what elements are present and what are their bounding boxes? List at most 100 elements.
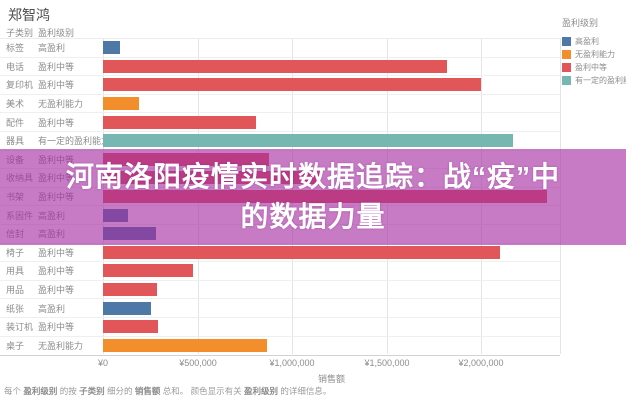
bar-track <box>103 59 560 73</box>
banner-title-line2: 的数据力量 <box>240 201 386 232</box>
legend: 盈利级别 高盈利无盈利能力盈利中等有一定的盈利能力 <box>562 16 626 87</box>
row-profit-level-label: 盈利中等 <box>38 322 75 333</box>
chart-row: 用具 盈利中等 <box>0 262 560 281</box>
chart-row: 复印机 盈利中等 <box>0 76 560 95</box>
sales-bar[interactable] <box>103 59 447 73</box>
bar-track <box>103 301 560 315</box>
chart-row: 器具 有一定的盈利能力 <box>0 132 560 151</box>
row-category-label: 桌子 <box>6 341 25 352</box>
legend-color-swatch <box>562 50 571 59</box>
chart-row: 桌子 无盈利能力 <box>0 337 560 356</box>
bar-track <box>103 134 560 148</box>
row-category-label: 美术 <box>6 99 25 110</box>
row-category-label: 器具 <box>6 136 25 147</box>
caption-field-name: 销售额 <box>134 386 161 396</box>
row-category-label: 电话 <box>6 61 25 72</box>
bar-track <box>103 41 560 55</box>
column-header-profit-level: 盈利级别 <box>38 28 75 38</box>
row-category-label: 配件 <box>6 117 25 128</box>
x-axis-tick-label: ¥2,000,000 <box>458 358 504 368</box>
page-title: 郑智鸿 <box>8 7 50 23</box>
x-axis-ticks: ¥0 ¥500,000 ¥1,000,000 ¥1,500,000 ¥2,000,000 <box>98 358 560 369</box>
caption-text: 的按 <box>57 386 80 396</box>
chart-row: 标签 高盈利 <box>0 39 560 58</box>
sales-bar[interactable] <box>103 264 193 278</box>
legend-item[interactable]: 盈利中等 <box>562 61 626 74</box>
chart-row: 配件 盈利中等 <box>0 113 560 132</box>
legend-color-swatch <box>562 63 571 72</box>
legend-item[interactable]: 高盈利 <box>562 35 626 48</box>
x-axis-title: 销售额 <box>317 374 345 384</box>
chart-row: 用品 盈利中等 <box>0 281 560 300</box>
row-profit-level-label: 盈利中等 <box>38 247 75 258</box>
x-axis-tick-label: ¥0 <box>97 358 109 368</box>
sales-bar[interactable] <box>103 97 139 111</box>
row-category-label: 装订机 <box>6 322 34 333</box>
chart-row: 装订机 盈利中等 <box>0 318 560 337</box>
legend-item-label: 无盈利能力 <box>575 50 615 59</box>
row-category-label: 标签 <box>6 43 25 54</box>
caption-field-name: 子类别 <box>79 386 105 396</box>
sales-bar[interactable] <box>103 301 151 315</box>
row-category-label: 纸张 <box>6 303 25 314</box>
bar-track <box>103 245 560 259</box>
row-profit-level-label: 盈利中等 <box>38 285 75 296</box>
legend-item-label: 有一定的盈利能力 <box>575 76 626 85</box>
caption-text: 的详细信息。 <box>278 386 332 396</box>
column-headers: 子类别 盈利级别 <box>0 26 560 38</box>
sales-bar[interactable] <box>103 41 120 55</box>
row-profit-level-label: 盈利中等 <box>38 266 75 277</box>
sales-bar[interactable] <box>103 339 267 353</box>
chart-row: 电话 盈利中等 <box>0 58 560 77</box>
row-profit-level-label: 盈利中等 <box>38 117 75 128</box>
x-axis-tick-label: ¥1,500,000 <box>364 358 410 368</box>
sales-bar[interactable] <box>103 134 513 148</box>
x-axis-tick-label: ¥1,000,000 <box>269 358 315 368</box>
row-profit-level-label: 高盈利 <box>38 43 66 54</box>
legend-color-swatch <box>562 76 571 85</box>
row-profit-level-label: 盈利中等 <box>38 80 75 91</box>
row-profit-level-label: 高盈利 <box>38 303 66 314</box>
legend-title: 盈利级别 <box>562 18 599 28</box>
bar-track <box>103 115 560 129</box>
chart-row: 美术 无盈利能力 <box>0 95 560 114</box>
row-profit-level-label: 有一定的盈利能力 <box>38 136 103 147</box>
bar-track <box>103 78 560 92</box>
row-profit-level-label: 盈利中等 <box>38 61 75 72</box>
banner-title-line1: 河南洛阳疫情实时数据追踪：战“疫”中 <box>65 161 560 192</box>
legend-item-label: 盈利中等 <box>575 63 607 72</box>
row-category-label: 用品 <box>6 285 25 296</box>
caption-field-name: 盈利级别 <box>243 386 278 396</box>
sales-bar[interactable] <box>103 115 256 129</box>
chart-caption: 每个 盈利级别 的按 子类别 细分的 销售额 总和。 颜色显示有关 盈利级别 的… <box>4 385 564 397</box>
bar-track <box>103 97 560 111</box>
bar-track <box>103 264 560 278</box>
row-category-label: 椅子 <box>6 247 25 258</box>
chart-row: 纸张 高盈利 <box>0 299 560 318</box>
column-header-sub-category: 子类别 <box>6 28 34 38</box>
legend-color-swatch <box>562 37 571 46</box>
row-category-label: 用具 <box>6 266 25 277</box>
headline-overlay-banner: 河南洛阳疫情实时数据追踪：战“疫”中 的数据力量 <box>0 149 626 245</box>
bar-track <box>103 320 560 334</box>
bar-track <box>103 283 560 297</box>
bar-track <box>103 339 560 353</box>
sales-bar[interactable] <box>103 283 157 297</box>
x-axis-tick-label: ¥500,000 <box>179 358 217 368</box>
sales-bar[interactable] <box>103 78 481 92</box>
row-category-label: 复印机 <box>6 80 34 91</box>
legend-items: 高盈利无盈利能力盈利中等有一定的盈利能力 <box>562 35 626 87</box>
caption-text: 总和。 颜色显示有关 <box>160 386 244 396</box>
legend-item[interactable]: 有一定的盈利能力 <box>562 74 626 87</box>
caption-field-name: 盈利级别 <box>23 386 58 396</box>
row-profit-level-label: 无盈利能力 <box>38 99 84 110</box>
caption-text: 每个 <box>4 386 24 396</box>
legend-item[interactable]: 无盈利能力 <box>562 48 626 61</box>
sales-bar[interactable] <box>103 320 158 334</box>
sales-bar[interactable] <box>103 245 500 259</box>
chart-row: 椅子 盈利中等 <box>0 244 560 263</box>
caption-text: 细分的 <box>104 386 135 396</box>
legend-item-label: 高盈利 <box>575 37 599 46</box>
row-profit-level-label: 无盈利能力 <box>38 341 84 352</box>
